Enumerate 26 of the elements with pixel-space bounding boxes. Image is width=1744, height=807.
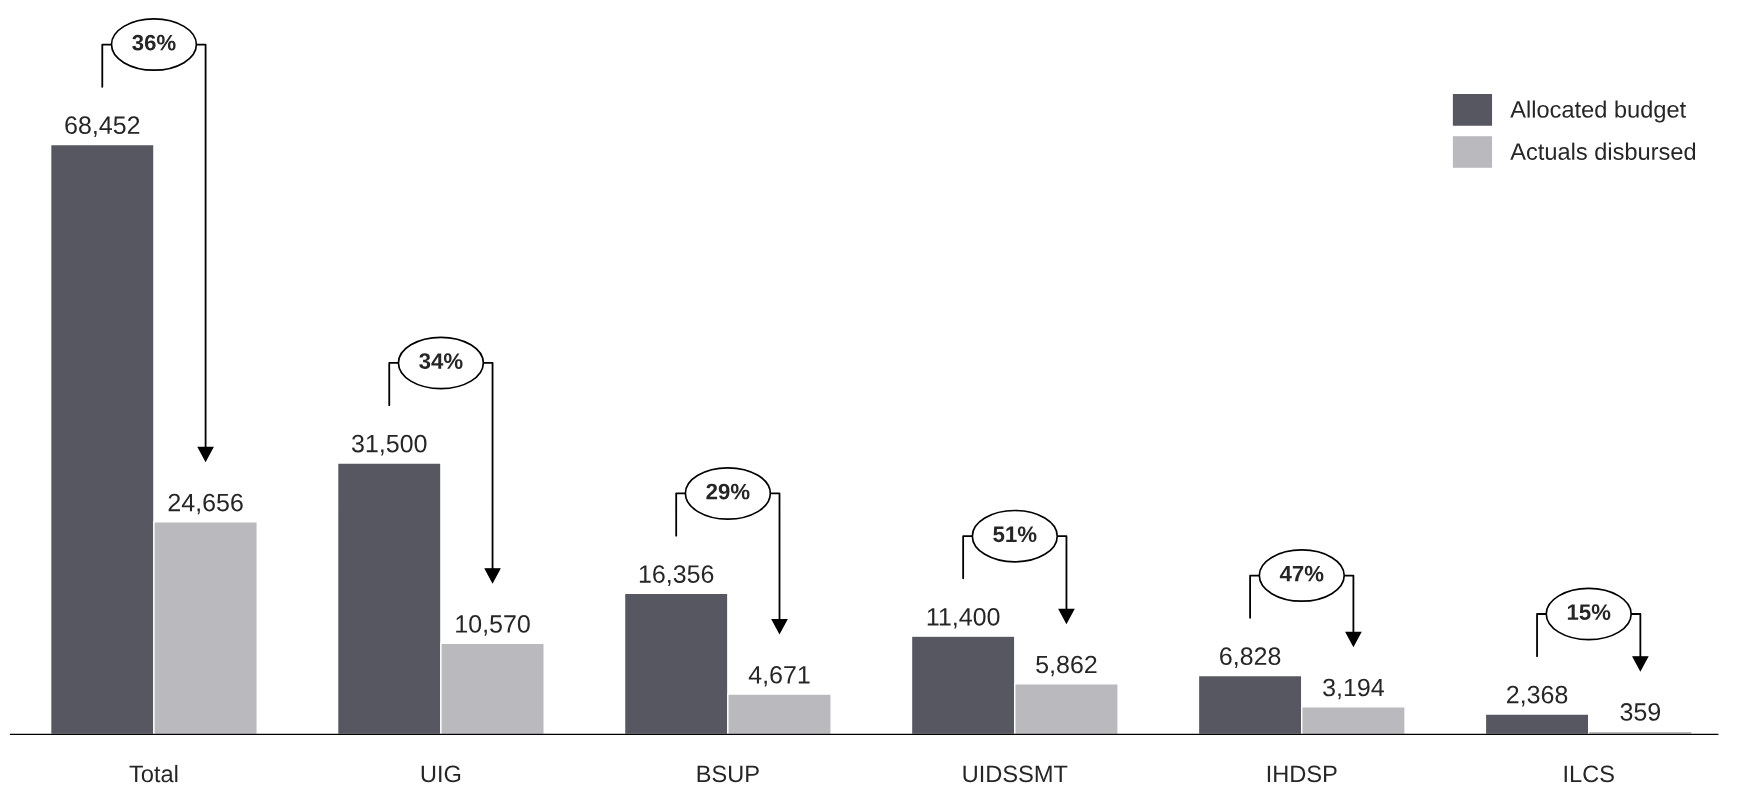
annotation: 29%	[706, 483, 750, 500]
data-label: 5,862	[1036, 655, 1097, 677]
x-tick-label: IHDSP	[1267, 765, 1337, 783]
x-tick-label: ILCS	[1564, 765, 1614, 783]
data-label: 3,194	[1323, 678, 1384, 700]
annotation: 47%	[1279, 565, 1324, 582]
legend-label: Allocated budget	[1510, 100, 1686, 123]
data-label: 10,570	[456, 615, 530, 636]
x-tick-label: Total	[129, 764, 178, 783]
data-label: 6,828	[1220, 647, 1281, 668]
data-label: 68,452	[65, 116, 140, 137]
data-label: 359	[1620, 703, 1661, 721]
text: 36%	[132, 34, 176, 51]
annotation: 34%	[419, 353, 463, 369]
annotation: 15%	[1567, 604, 1611, 620]
x-tick-label: UIDSSMT	[963, 765, 1068, 783]
data-label: 11,400	[927, 607, 1000, 629]
annotation: 51%	[993, 526, 1037, 543]
legend-label: Actuals disbursed	[1510, 142, 1696, 160]
data-label: 24,656	[168, 493, 243, 515]
x-tick-label: UIG	[421, 765, 461, 783]
data-label: 31,500	[351, 434, 427, 456]
data-label: 2,368	[1507, 685, 1568, 707]
data-label: 4,671	[748, 665, 810, 687]
data-label: 16,356	[639, 565, 714, 586]
x-tick-label: BSUP	[697, 765, 759, 783]
